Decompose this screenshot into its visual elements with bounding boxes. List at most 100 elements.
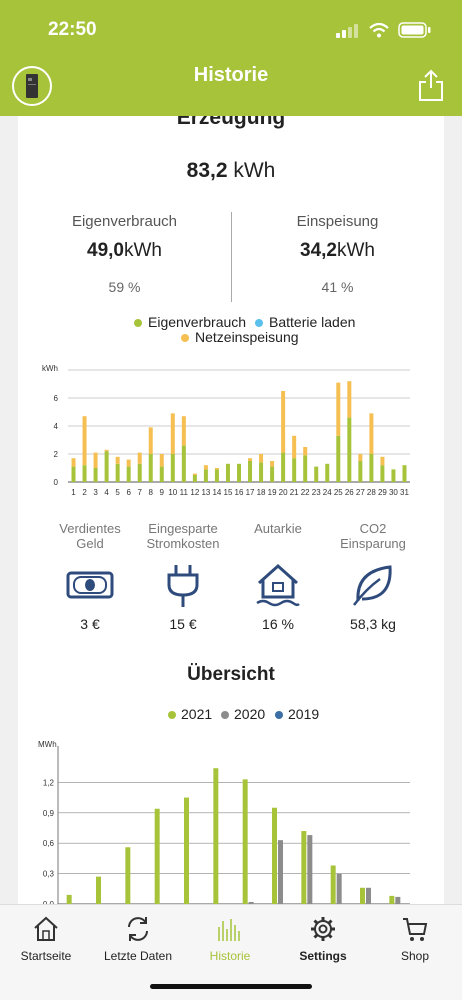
bar-segment — [281, 452, 286, 482]
x-tick-label: 17 — [246, 488, 255, 497]
legend-dot-2021 — [168, 711, 176, 719]
bar-segment — [303, 455, 308, 482]
bar-2021 — [330, 865, 336, 904]
y-tick-label: 1,2 — [43, 778, 55, 787]
bar-segment — [292, 435, 297, 459]
legend-2021-label: 2021 — [181, 706, 213, 722]
y-tick-label: 0,3 — [43, 870, 55, 879]
bar-segment — [203, 469, 208, 482]
stat-value: 15 € — [169, 616, 197, 632]
x-tick-label: 5 — [115, 488, 120, 497]
bar-segment — [402, 465, 407, 482]
bar-segment — [325, 463, 330, 482]
x-tick-label: 26 — [345, 488, 354, 497]
status-bar: 22:50 — [0, 0, 462, 58]
bar-segment — [104, 449, 109, 452]
battery-icon — [398, 22, 431, 38]
bar-segment — [71, 458, 76, 467]
bar-segment — [170, 413, 175, 454]
bar-segment — [270, 466, 275, 482]
x-tick-label: 29 — [378, 488, 387, 497]
x-tick-label: 19 — [268, 488, 277, 497]
y-tick-label: 0,6 — [43, 839, 55, 848]
bar-segment — [292, 458, 297, 482]
bar-segment — [237, 463, 241, 482]
bar-segment — [314, 466, 319, 482]
home-indicator — [150, 984, 312, 989]
house-icon — [256, 563, 300, 607]
stat-label-line1: CO2 — [359, 521, 387, 536]
banknote-icon — [66, 571, 114, 599]
status-time: 22:50 — [48, 19, 97, 40]
bar-segment — [148, 427, 153, 454]
bar-2020 — [336, 873, 342, 904]
plug-icon — [167, 565, 199, 607]
generation-total-value: 83,2 — [186, 159, 228, 182]
stat-label-line1: Eingesparte — [148, 521, 218, 536]
history-content[interactable]: Erzeugung 83,2 kWh Eigenverbrauch 49,0kW… — [0, 116, 462, 904]
stat-value: 3 € — [80, 616, 100, 632]
x-tick-label: 7 — [137, 488, 142, 497]
stat-label-line2: Stromkosten — [146, 536, 220, 551]
bar-segment — [192, 473, 197, 475]
bar-segment — [181, 445, 186, 482]
cellular-signal-icon — [336, 24, 358, 38]
bar-segment — [358, 454, 363, 461]
stat-value: 58,3 kg — [350, 616, 396, 632]
bar-segment — [115, 456, 120, 464]
bar-segment — [270, 461, 275, 467]
x-tick-label: 11 — [180, 488, 189, 497]
bar-segment — [369, 413, 374, 454]
bar-segment — [137, 452, 142, 464]
legend-2020-label: 2020 — [234, 706, 266, 722]
feed-in-percent: 41 % — [321, 279, 354, 295]
history-bars-icon — [218, 919, 240, 941]
bar-segment — [214, 468, 219, 470]
stat-label: Autarkie — [213, 521, 343, 536]
bar-segment — [93, 452, 98, 468]
stat-saved-costs: Eingesparte Stromkosten 15 € — [118, 521, 248, 632]
x-tick-label: 18 — [257, 488, 266, 497]
tab-label: Startseite — [20, 949, 72, 963]
legend-eigen: Eigenverbrauch — [134, 314, 246, 330]
x-tick-label: 27 — [356, 488, 365, 497]
stat-label: CO2 Einsparung — [308, 521, 438, 551]
stat-label-line1: Autarkie — [254, 521, 302, 536]
legend-2021: 2021 — [168, 706, 212, 722]
x-tick-label: 16 — [235, 488, 244, 497]
y-tick-label: 0 — [54, 478, 59, 487]
x-tick-label: 21 — [290, 488, 299, 497]
self-consumption-label: Eigenverbrauch — [71, 213, 178, 230]
bar-segment — [203, 465, 208, 470]
leaf-icon — [353, 565, 392, 606]
tab-label: Historie — [209, 949, 251, 963]
y-axis-label: MWh — [38, 740, 57, 749]
x-tick-label: 12 — [190, 488, 199, 497]
x-tick-label: 22 — [301, 488, 310, 497]
feed-in-value: 34,2kWh — [231, 240, 444, 262]
share-icon[interactable] — [418, 68, 444, 102]
stat-label-line1: Verdientes — [59, 521, 121, 536]
bar-segment — [104, 451, 109, 482]
bar-segment — [336, 382, 341, 436]
bar-segment — [391, 469, 396, 482]
gear-icon — [311, 917, 335, 941]
bar-2020 — [366, 887, 371, 904]
y-tick-label: 6 — [54, 394, 59, 403]
bar-2021 — [389, 895, 395, 904]
x-tick-label: 2 — [82, 488, 87, 497]
self-consumption-percent: 59 % — [108, 279, 141, 295]
x-tick-label: 30 — [389, 488, 398, 497]
bar-2021 — [184, 797, 189, 904]
legend-2019: 2019 — [275, 706, 319, 722]
device-avatar[interactable] — [12, 66, 52, 106]
bar-segment — [148, 454, 153, 482]
bar-segment — [115, 463, 120, 482]
y-tick-label: 2 — [54, 450, 59, 459]
bar-segment — [347, 417, 352, 482]
x-tick-label: 6 — [126, 488, 131, 497]
legend-dot-netz — [181, 334, 189, 342]
bar-segment — [82, 465, 87, 482]
x-tick-label: 28 — [367, 488, 376, 497]
x-tick-label: 13 — [201, 488, 210, 497]
